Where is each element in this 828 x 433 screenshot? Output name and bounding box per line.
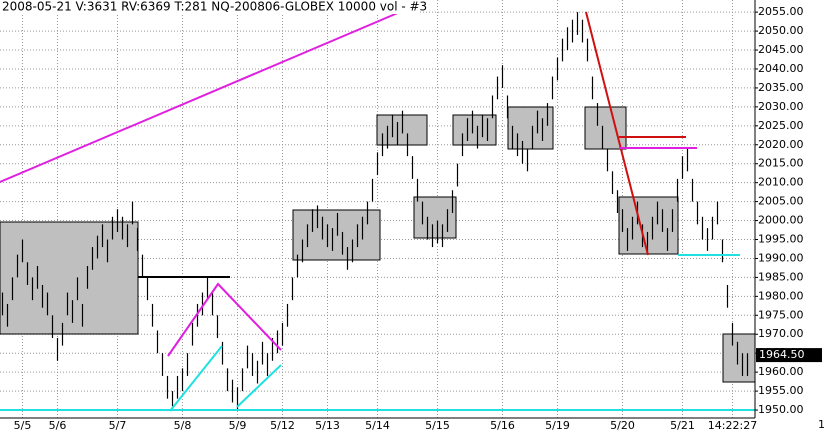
drawing-lines xyxy=(0,11,755,412)
range-box xyxy=(507,106,554,150)
trend-line xyxy=(236,364,282,408)
y-tick-label: 2050.00 xyxy=(758,24,804,37)
y-tick-label: 2010.00 xyxy=(758,176,804,189)
y-tick-label: 1980.00 xyxy=(758,289,804,302)
y-tick-label: 2020.00 xyxy=(758,138,804,151)
trend-line xyxy=(0,11,401,183)
corner-label: 1 xyxy=(818,418,825,431)
y-tick-label: 2045.00 xyxy=(758,43,804,56)
y-tick-label: 1950.00 xyxy=(758,403,804,416)
y-tick-label: 1960.00 xyxy=(758,365,804,378)
y-tick-label: 2000.00 xyxy=(758,214,804,227)
price-bars xyxy=(1,12,749,411)
y-tick-label: 2005.00 xyxy=(758,195,804,208)
y-tick-label: 2015.00 xyxy=(758,157,804,170)
x-tick-label: 5/5 xyxy=(14,419,32,432)
trend-line xyxy=(169,345,223,412)
x-tick-label: 5/13 xyxy=(315,419,340,432)
y-tick-label: 2030.00 xyxy=(758,100,804,113)
trend-line xyxy=(167,282,282,357)
y-tick-label: 1970.00 xyxy=(758,327,804,340)
x-tick-label: 5/15 xyxy=(425,419,450,432)
y-tick-label: 2025.00 xyxy=(758,119,804,132)
x-tick-label: 14:22:27 xyxy=(708,419,757,432)
y-tick-label: 1995.00 xyxy=(758,233,804,246)
x-tick-label: 5/14 xyxy=(365,419,390,432)
range-box xyxy=(452,114,497,146)
y-tick-label: 2055.00 xyxy=(758,5,804,18)
x-tick-label: 5/8 xyxy=(174,419,192,432)
y-tick-label: 2035.00 xyxy=(758,81,804,94)
y-tick-label: 1955.00 xyxy=(758,384,804,397)
x-tick-label: 5/7 xyxy=(109,419,127,432)
x-tick-label: 5/16 xyxy=(490,419,515,432)
x-tick-label: 5/6 xyxy=(49,419,67,432)
chart-title: 2008-05-21 V:3631 RV:6369 T:281 NQ-20080… xyxy=(2,0,427,14)
last-price-box xyxy=(756,348,822,363)
x-tick-label: 5/9 xyxy=(229,419,247,432)
y-tick-label: 1990.00 xyxy=(758,251,804,264)
range-box xyxy=(0,221,139,335)
x-tick-label: 5/20 xyxy=(610,419,635,432)
time-axis xyxy=(0,418,828,433)
last-price-label: 1964.50 xyxy=(759,348,805,361)
y-tick-label: 2040.00 xyxy=(758,62,804,75)
y-tick-label: 1975.00 xyxy=(758,308,804,321)
y-tick-label: 1985.00 xyxy=(758,270,804,283)
title-bg xyxy=(0,0,420,14)
x-tick-label: 5/12 xyxy=(270,419,295,432)
range-box xyxy=(413,196,457,239)
x-tick-label: 5/21 xyxy=(670,419,695,432)
range-box xyxy=(618,196,679,255)
axes: 1950.001955.001960.001965.001970.001975.… xyxy=(14,5,822,432)
x-tick-label: 5/19 xyxy=(545,419,570,432)
trend-line xyxy=(585,11,649,256)
